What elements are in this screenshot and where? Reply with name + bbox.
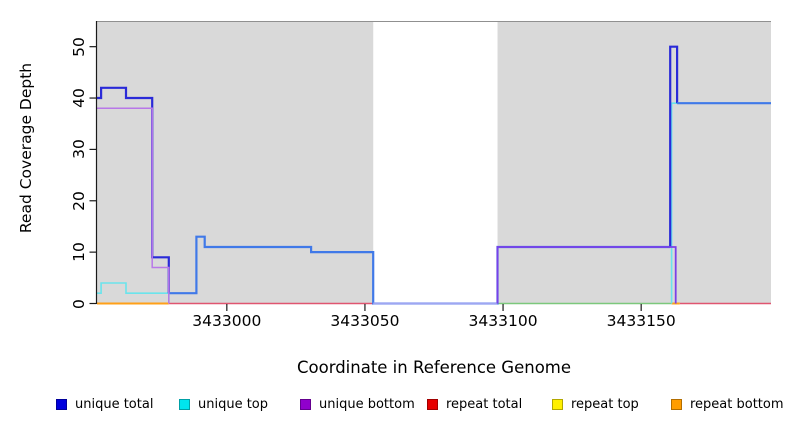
y-tick-label: 0 — [70, 298, 88, 309]
legend-swatch-icon — [179, 399, 190, 410]
y-tick-label: 10 — [70, 242, 88, 262]
legend-swatch-icon — [300, 399, 311, 410]
legend: unique total unique top unique bottom repea… — [0, 397, 792, 415]
unique-bottom-line-right — [496, 246, 677, 304]
legend-swatch-icon — [552, 399, 563, 410]
legend-item-repeat-top: repeat top — [552, 397, 639, 412]
legend-item-repeat-bottom: repeat bottom — [671, 397, 784, 412]
x-tick-label: 3433000 — [192, 312, 262, 330]
legend-item-unique-top: unique top — [179, 397, 268, 412]
legend-item-unique-bottom: unique bottom — [300, 397, 415, 412]
gap-region — [373, 21, 498, 304]
legend-label: unique top — [198, 397, 269, 412]
y-tick-label: 20 — [70, 190, 88, 211]
y-tick-label: 30 — [70, 139, 88, 160]
legend-item-repeat-total: repeat total — [427, 397, 522, 412]
legend-label: unique bottom — [319, 397, 415, 412]
x-tick-label: 3433150 — [606, 312, 676, 330]
x-axis-title: Coordinate in Reference Genome — [296, 358, 572, 377]
y-tick-label: 50 — [70, 36, 88, 57]
x-tick-label: 3433100 — [468, 312, 538, 330]
unique-bottom-line-left — [97, 107, 170, 304]
y-tick-label: 40 — [70, 88, 88, 108]
legend-swatch-icon — [56, 399, 67, 410]
legend-label: unique total — [75, 397, 154, 412]
y-axis-title: Read Coverage Depth — [17, 62, 35, 234]
unique-total-line-a — [97, 86, 170, 294]
legend-item-unique-total: unique total — [56, 397, 153, 412]
legend-label: repeat bottom — [690, 397, 784, 412]
x-tick-label: 3433050 — [330, 312, 400, 330]
legend-swatch-icon — [427, 399, 438, 410]
legend-label: repeat total — [446, 397, 523, 412]
unique-total-line-c — [669, 45, 679, 247]
legend-swatch-icon — [671, 399, 682, 410]
legend-label: repeat top — [571, 397, 639, 412]
